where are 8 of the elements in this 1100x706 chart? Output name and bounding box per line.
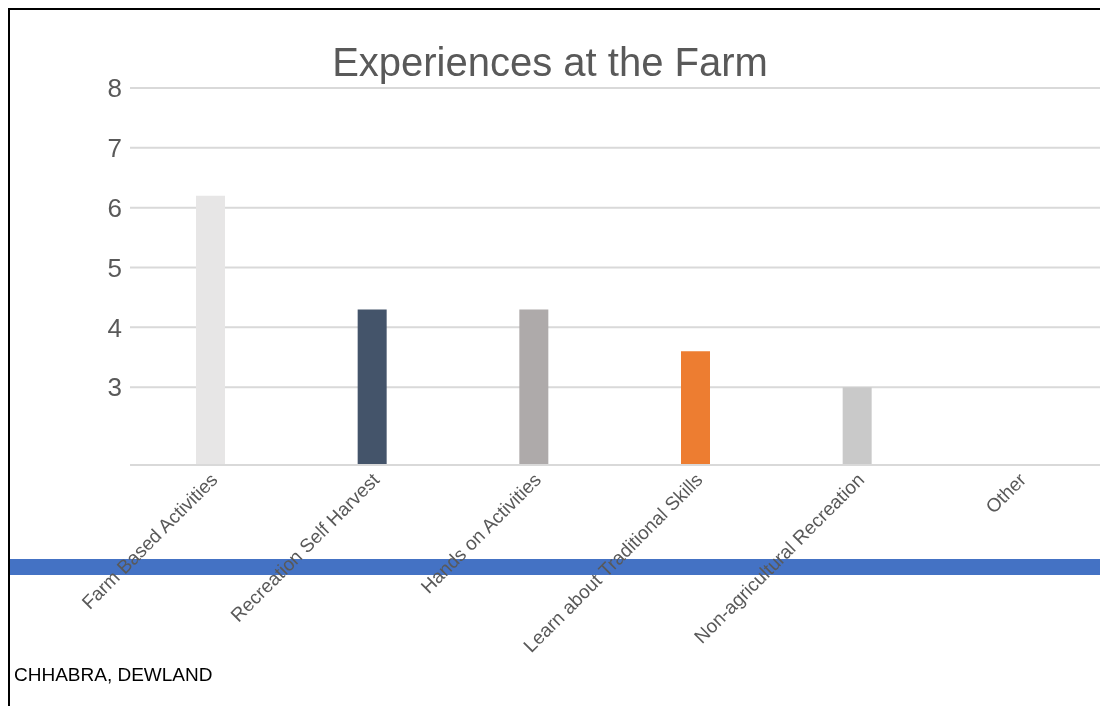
y-tick-label: 5	[107, 252, 122, 283]
y-tick-label: 6	[107, 192, 122, 223]
y-tick-label: 3	[107, 372, 122, 403]
chart-title: Experiences at the Farm	[332, 40, 768, 84]
y-tick-label: 8	[107, 73, 122, 104]
y-tick-label: 4	[107, 312, 122, 343]
y-tick-label: 7	[107, 133, 122, 164]
text: CHHABRA, DEWLAND	[14, 664, 213, 686]
